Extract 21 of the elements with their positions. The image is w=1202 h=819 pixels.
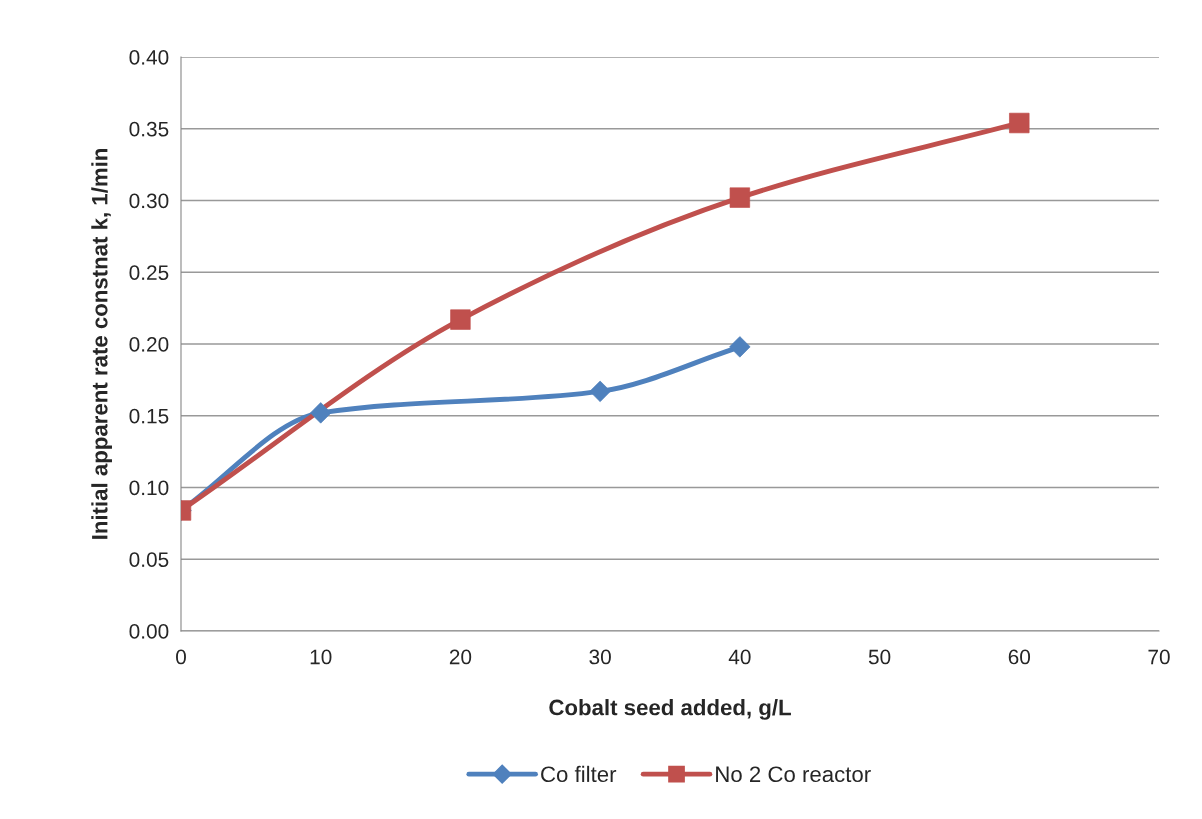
y-tick-label: 0.25 [129, 265, 169, 280]
legend-label: Co filter [541, 765, 617, 783]
y-tick-label: 0.05 [129, 552, 169, 567]
x-tick-label: 10 [310, 649, 332, 665]
y-tick-label: 0.00 [129, 624, 169, 639]
legend-label: No 2 Co reactor [716, 766, 871, 783]
x-tick-label: 60 [1008, 649, 1031, 665]
y-tick-label: 0.20 [129, 337, 169, 352]
x-tick-label: 0 [176, 649, 186, 665]
x-axis-title: Cobalt seed added, g/L [549, 699, 791, 720]
y-tick-label: 0.40 [129, 50, 169, 65]
x-tick-label: 30 [589, 649, 611, 665]
y-tick-label: 0.15 [129, 408, 169, 424]
x-tick-label: 40 [728, 649, 751, 665]
y-tick-label: 0.30 [129, 193, 169, 209]
y-tick-label: 0.10 [129, 480, 169, 496]
y-axis-title: Initial apparent rate constnat k, 1/min [91, 149, 112, 539]
x-tick-label: 50 [868, 649, 891, 665]
x-tick-label: 20 [449, 649, 472, 665]
x-tick-label: 70 [1148, 649, 1170, 665]
y-tick-label: 0.35 [129, 121, 169, 137]
